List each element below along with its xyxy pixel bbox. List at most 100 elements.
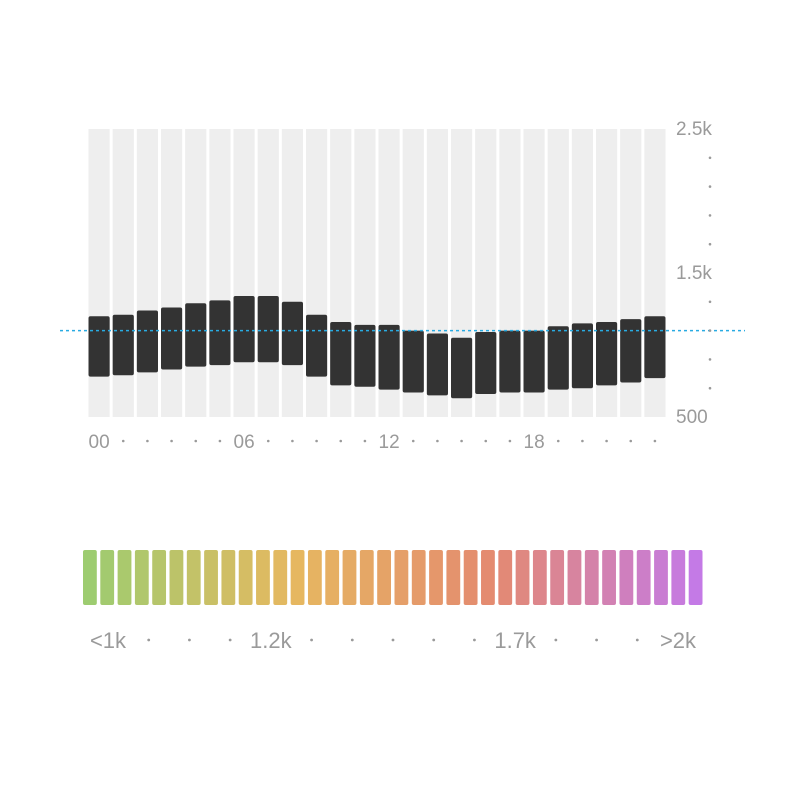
- legend-dot: [310, 638, 313, 642]
- legend-swatch: [134, 550, 149, 605]
- color-scale-labels: <1k 1.2k 1.7k >2k: [90, 628, 697, 653]
- bar-slot: [257, 129, 279, 417]
- legend-dot: [595, 638, 598, 642]
- range-bar: [161, 307, 183, 370]
- legend-dot: [473, 638, 476, 642]
- legend-label: 1.7k: [494, 628, 537, 653]
- y-tick-label: 1.5k: [676, 263, 712, 284]
- legend-swatch: [584, 550, 599, 605]
- bar-slot: [136, 129, 158, 417]
- y-axis: 500 1.5k 2.5k: [676, 119, 712, 428]
- x-minor-tick: [339, 439, 343, 443]
- legend-swatch: [359, 550, 374, 605]
- x-minor-tick: [581, 439, 584, 443]
- y-minor-tick: [708, 214, 712, 217]
- range-bar: [499, 330, 521, 393]
- legend-dot: [188, 638, 191, 642]
- legend-dot: [554, 638, 558, 642]
- x-minor-tick: [460, 439, 463, 443]
- legend-dot: [228, 638, 232, 642]
- legend-dot: [432, 638, 436, 642]
- x-minor-tick: [194, 439, 198, 443]
- range-bar: [596, 321, 618, 386]
- bar-slot: [161, 129, 183, 417]
- legend-swatch: [481, 550, 495, 605]
- legend-swatch: [411, 550, 426, 605]
- range-bar: [209, 300, 231, 366]
- range-bar: [523, 330, 545, 393]
- y-minor-tick: [708, 329, 712, 332]
- range-bar: [644, 316, 666, 379]
- legend-swatch: [429, 550, 443, 605]
- range-bar: [281, 301, 303, 366]
- x-minor-tick: [508, 439, 512, 443]
- legend-swatch: [256, 550, 270, 605]
- x-tick-label: 12: [379, 432, 400, 453]
- y-minor-tick: [708, 242, 712, 246]
- legend-dot: [350, 638, 354, 642]
- x-minor-tick: [218, 439, 222, 443]
- legend-swatch: [394, 550, 409, 605]
- legend-swatch: [307, 550, 322, 605]
- legend-swatch: [342, 550, 357, 605]
- legend-swatch: [83, 550, 97, 605]
- x-minor-tick: [411, 439, 415, 443]
- legend-swatch: [290, 550, 305, 605]
- range-bar: [185, 303, 207, 367]
- legend-dot: [391, 638, 395, 642]
- legend-dot: [635, 638, 639, 642]
- x-minor-tick: [170, 439, 173, 443]
- x-tick-label: 00: [89, 432, 110, 453]
- legend-swatch: [567, 550, 582, 605]
- x-minor-tick: [121, 439, 125, 443]
- y-tick-label: 2.5k: [676, 119, 712, 140]
- legend-label: <1k: [90, 628, 127, 653]
- x-tick-label: 06: [234, 432, 255, 453]
- x-minor-tick: [315, 439, 318, 443]
- y-minor-tick: [708, 386, 712, 390]
- legend-swatch: [671, 550, 686, 605]
- legend-swatch: [619, 550, 634, 605]
- bar-slot: [185, 129, 207, 417]
- x-minor-tick: [556, 439, 560, 443]
- legend-swatch: [532, 550, 547, 605]
- y-minor-tick: [708, 300, 712, 304]
- legend-swatch: [688, 550, 703, 605]
- legend-swatch: [221, 550, 236, 605]
- legend-swatch: [602, 550, 616, 605]
- range-bar: [88, 316, 110, 377]
- y-minor-tick: [708, 185, 712, 188]
- x-tick-label: 18: [524, 432, 545, 453]
- range-bar: [475, 332, 497, 394]
- legend-label: >2k: [660, 628, 697, 653]
- range-bar: [306, 314, 328, 377]
- x-minor-tick: [146, 439, 149, 443]
- legend-swatch: [169, 550, 184, 605]
- legend-swatch: [654, 550, 668, 605]
- range-bar: [571, 323, 593, 389]
- legend-label: 1.2k: [250, 628, 293, 653]
- legend-swatch: [186, 550, 201, 605]
- range-bar: [330, 321, 352, 386]
- legend-swatch: [152, 550, 167, 605]
- legend-swatch: [636, 550, 651, 605]
- legend-swatch: [550, 550, 565, 605]
- legend-swatch: [515, 550, 530, 605]
- x-minor-tick: [436, 439, 439, 443]
- range-bar: [233, 296, 255, 363]
- bar-slot: [281, 129, 303, 417]
- legend-swatch: [238, 550, 253, 605]
- legend-swatch: [463, 550, 478, 605]
- y-minor-tick: [708, 156, 712, 160]
- range-bar: [354, 324, 376, 387]
- x-minor-tick: [266, 439, 270, 443]
- bar-slot: [209, 129, 231, 417]
- range-bar: [257, 296, 279, 363]
- range-bar: [136, 310, 158, 373]
- range-bar: [426, 333, 448, 396]
- legend-swatch: [204, 550, 218, 605]
- legend-swatch: [325, 550, 340, 605]
- range-bar: [112, 314, 134, 376]
- color-scale-legend: [83, 550, 703, 605]
